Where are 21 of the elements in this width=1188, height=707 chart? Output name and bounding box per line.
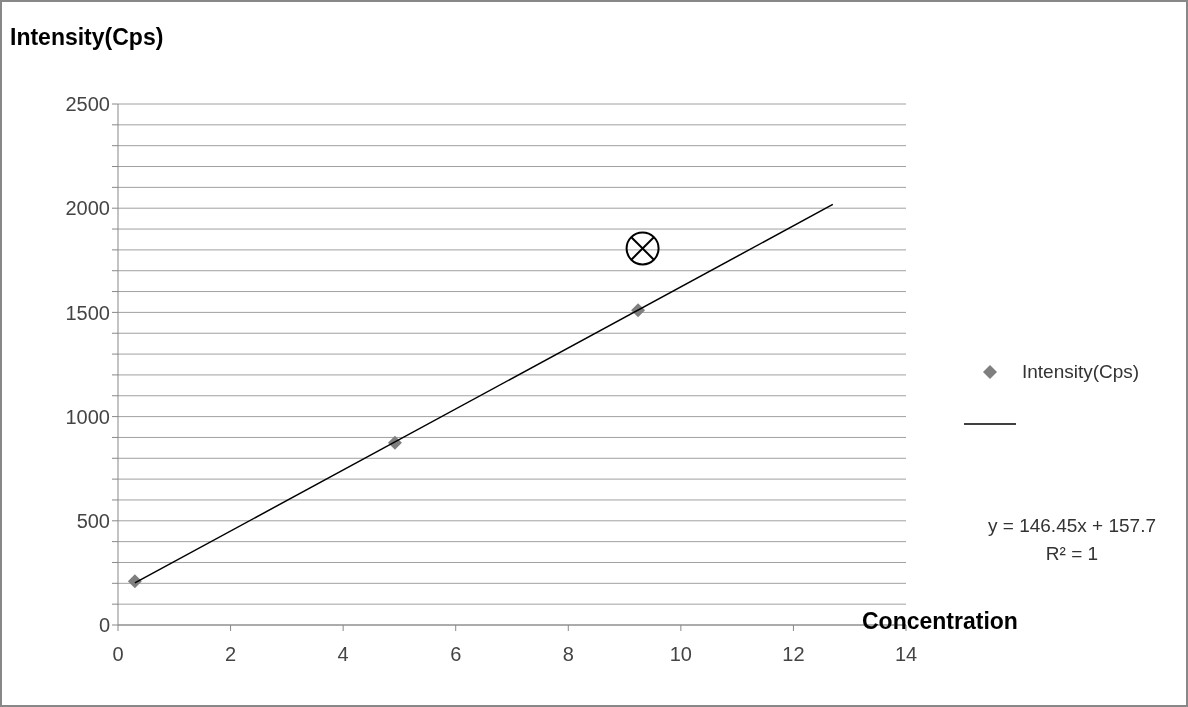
x-tick-label: 0	[112, 643, 124, 666]
text: y = 146.45x + 157.7	[987, 514, 1157, 538]
x-tick-label: 10	[669, 643, 692, 666]
point	[625, 231, 660, 266]
legend-label: Intensity(Cps)	[1022, 361, 1140, 383]
y-tick-label: 500	[76, 509, 110, 532]
y-axis-title: Intensity(Cps)	[10, 24, 164, 51]
y-tick-label: 0	[98, 614, 110, 637]
y-tick-label: 1500	[65, 301, 110, 324]
x-tick-label: 8	[562, 643, 574, 666]
x-tick-label: 2	[225, 643, 237, 666]
x-axis-title: Concentration	[862, 608, 1018, 635]
point	[127, 574, 142, 589]
x-tick-label: 4	[337, 643, 349, 666]
x-tick-label: 14	[894, 643, 918, 666]
x-tick-label: 6	[450, 643, 462, 666]
y-tick-label: 2000	[65, 197, 110, 220]
text: R² = 1	[1044, 542, 1100, 566]
y-tick-label: 2500	[65, 93, 110, 116]
x-tick-label: 12	[782, 643, 805, 666]
y-tick-label: 1000	[65, 405, 110, 428]
